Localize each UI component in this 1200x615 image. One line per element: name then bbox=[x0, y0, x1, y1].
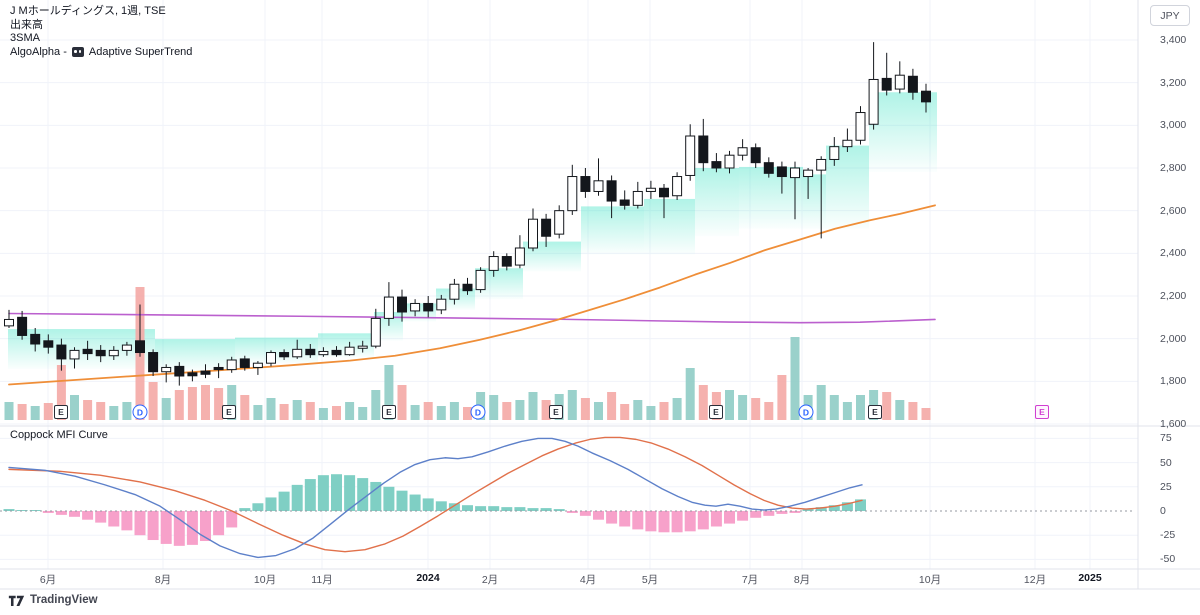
price-tick-label: 2,000 bbox=[1160, 332, 1187, 345]
dividend-badge[interactable]: D bbox=[132, 404, 148, 420]
time-tick-label: 8月 bbox=[793, 574, 811, 586]
tradingview-brand: TradingView bbox=[30, 594, 98, 606]
time-tick-label: 7月 bbox=[741, 574, 759, 586]
indicator-tick-label: 0 bbox=[1160, 505, 1166, 517]
pane-borders bbox=[0, 0, 1200, 590]
tradingview-logo[interactable]: TradingView bbox=[8, 593, 98, 607]
indicator-pane-title[interactable]: Coppock MFI Curve bbox=[10, 429, 108, 441]
time-tick-label: 2024 bbox=[416, 572, 440, 584]
dividend-badge[interactable]: D bbox=[798, 404, 814, 420]
earnings-badge[interactable]: E bbox=[1035, 405, 1049, 419]
time-tick-label: 10月 bbox=[253, 574, 277, 586]
supertrend-legend[interactable]: AlgoAlpha - Adaptive SuperTrend bbox=[10, 46, 192, 60]
time-tick-label: 12月 bbox=[1023, 574, 1047, 586]
currency-button[interactable]: JPY bbox=[1150, 5, 1190, 26]
indicator-tick-label: 25 bbox=[1160, 480, 1172, 493]
candlestick-series bbox=[4, 42, 931, 386]
indicator-tick-label: 75 bbox=[1160, 432, 1172, 445]
earnings-badge[interactable]: E bbox=[222, 405, 236, 419]
sma-legend[interactable]: 3SMA bbox=[10, 32, 40, 44]
supertrend-source: AlgoAlpha - bbox=[10, 45, 67, 58]
time-tick-label: 10月 bbox=[918, 574, 942, 586]
price-tick-label: 1,600 bbox=[1160, 417, 1187, 430]
earnings-badge[interactable]: E bbox=[709, 405, 723, 419]
indicator-tick-label: -25 bbox=[1160, 529, 1176, 542]
price-tick-label: 2,200 bbox=[1160, 289, 1187, 302]
earnings-badge[interactable]: E bbox=[54, 405, 68, 419]
indicator-tick-label: 50 bbox=[1160, 456, 1172, 469]
price-tick-label: 2,400 bbox=[1160, 247, 1187, 260]
time-tick-label: 2月 bbox=[481, 574, 499, 586]
price-tick-label: 3,200 bbox=[1160, 76, 1187, 89]
time-tick-label: 5月 bbox=[641, 574, 659, 586]
earnings-badge[interactable]: E bbox=[549, 405, 563, 419]
time-tick-label: 4月 bbox=[579, 574, 597, 586]
price-tick-label: 1,800 bbox=[1160, 375, 1187, 388]
time-tick-label: 8月 bbox=[154, 574, 172, 586]
robot-icon bbox=[71, 47, 84, 58]
tradingview-mark-icon bbox=[8, 595, 25, 606]
gridlines bbox=[0, 0, 1138, 569]
earnings-badge[interactable]: E bbox=[868, 405, 882, 419]
time-tick-label: 6月 bbox=[39, 574, 57, 586]
earnings-badge[interactable]: E bbox=[382, 405, 396, 419]
coppock-lines bbox=[0, 436, 1132, 559]
dividend-badge[interactable]: D bbox=[470, 404, 486, 420]
time-tick-label: 11月 bbox=[311, 574, 333, 586]
symbol-title[interactable]: J Mホールディングス, 1週, TSE bbox=[10, 5, 166, 17]
price-tick-label: 3,400 bbox=[1160, 34, 1187, 46]
supertrend-name: Adaptive SuperTrend bbox=[88, 45, 193, 58]
price-tick-label: 3,000 bbox=[1160, 119, 1187, 132]
time-tick-label: 2025 bbox=[1078, 572, 1102, 584]
indicator-tick-label: -50 bbox=[1160, 553, 1176, 566]
price-tick-label: 2,800 bbox=[1160, 161, 1187, 174]
volume-legend[interactable]: 出来高 bbox=[10, 18, 43, 31]
price-tick-label: 2,600 bbox=[1160, 204, 1187, 217]
chart-legend: J Mホールディングス, 1週, TSE 出来高 3SMA AlgoAlpha … bbox=[10, 5, 192, 59]
supertrend-cloud bbox=[8, 92, 937, 371]
